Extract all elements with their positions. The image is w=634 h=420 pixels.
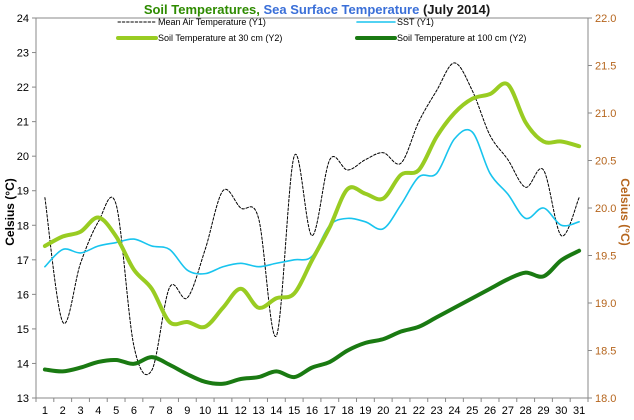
series-line-1 (44, 62, 580, 376)
x-tick-label: 11 (217, 405, 228, 417)
x-tick-label: 28 (520, 405, 532, 417)
x-tick-label: 6 (131, 405, 137, 417)
x-tick-label: 2 (60, 405, 66, 417)
x-tick-label: 27 (502, 405, 514, 417)
left-y-tick-label: 20 (17, 151, 29, 163)
x-tick-label: 3 (77, 405, 83, 417)
x-tick-label: 21 (395, 405, 407, 417)
right-y-ticks: 18.0 18.5 19.0 19.5 20.0 20.5 21.0 21.5 22.0 (588, 13, 616, 405)
x-tick-label: 29 (537, 405, 549, 417)
x-tick-label: 16 (306, 405, 318, 417)
left-y-tick-label: 14 (17, 358, 29, 370)
left-y-tick-label: 13 (17, 393, 29, 405)
legend-label-3: Soil Temperature at 30 cm (Y2) (158, 33, 282, 43)
right-y-tick-label: 18.0 (595, 393, 616, 405)
left-y-tick-label: 19 (17, 186, 29, 198)
y-axis-label-left: Celsius (°C) (3, 178, 17, 245)
right-y-tick-label: 21.0 (595, 108, 616, 120)
left-y-tick-label: 21 (17, 117, 29, 129)
legend: Mean Air Temperature (Y1) SST (Y1) Soil Te… (116, 17, 526, 43)
left-y-tick-label: 16 (17, 289, 29, 301)
x-tick-label: 17 (324, 405, 336, 417)
left-y-tick-label: 24 (17, 13, 29, 25)
chart-title-part-3: (July 2014) (419, 2, 490, 17)
x-tick-label: 10 (199, 405, 211, 417)
x-tick-label: 5 (113, 405, 119, 417)
x-tick-label: 7 (149, 405, 155, 417)
right-y-tick-label: 18.5 (595, 346, 616, 358)
right-y-tick-label: 22.0 (595, 13, 616, 25)
x-ticks: 1 2 3 4 5 6 7 8 9 10 11 12 13 14 15 16 17 18 19 20 21 22 23 24 2… (35, 398, 589, 417)
left-y-tick-label: 23 (17, 48, 29, 60)
left-y-tick-label: 15 (17, 324, 29, 336)
x-tick-label: 9 (184, 405, 190, 417)
chart-title-part-0: Soil Temperatures (144, 2, 256, 17)
x-tick-label: 24 (448, 405, 460, 417)
right-y-tick-label: 21.5 (595, 61, 616, 73)
series-layer (42, 62, 582, 386)
left-y-tick-label: 17 (17, 255, 29, 267)
x-tick-label: 30 (555, 405, 567, 417)
chart-title: Soil Temperatures, Sea Surface Temperatu… (144, 2, 490, 17)
x-tick-label: 14 (270, 405, 282, 417)
right-y-tick-label: 19.5 (595, 251, 616, 263)
chart-title-part-2: Sea Surface Temperature (264, 2, 420, 17)
right-y-tick-label: 19.0 (595, 298, 616, 310)
x-tick-label: 15 (288, 405, 300, 417)
x-tick-label: 22 (413, 405, 425, 417)
x-tick-label: 23 (431, 405, 443, 417)
x-tick-label: 18 (341, 405, 353, 417)
x-tick-label: 4 (95, 405, 101, 417)
series-line-4 (42, 248, 582, 386)
left-y-tick-label: 22 (17, 82, 29, 94)
x-tick-label: 20 (377, 405, 389, 417)
right-y-tick-label: 20.5 (595, 156, 616, 168)
legend-label-2: SST (Y1) (397, 17, 434, 27)
x-tick-label: 13 (252, 405, 264, 417)
legend-label-1: Mean Air Temperature (Y1) (158, 17, 266, 27)
legend-label-4: Soil Temperature at 100 cm (Y2) (397, 33, 526, 43)
left-y-ticks: 13 14 15 16 17 18 19 20 21 22 23 24 (17, 13, 36, 405)
x-tick-label: 31 (573, 405, 585, 417)
left-y-tick-label: 18 (17, 220, 29, 232)
x-tick-label: 8 (166, 405, 172, 417)
y-axis-label-right: Celsius (°C) (618, 178, 632, 245)
x-tick-label: 25 (466, 405, 478, 417)
x-tick-label: 12 (235, 405, 247, 417)
series-line-3 (42, 81, 582, 330)
right-y-tick-label: 20.0 (595, 203, 616, 215)
chart-title-part-1: , (256, 2, 263, 17)
x-tick-label: 26 (484, 405, 496, 417)
x-tick-label: 19 (359, 405, 371, 417)
x-tick-label: 1 (42, 405, 48, 417)
